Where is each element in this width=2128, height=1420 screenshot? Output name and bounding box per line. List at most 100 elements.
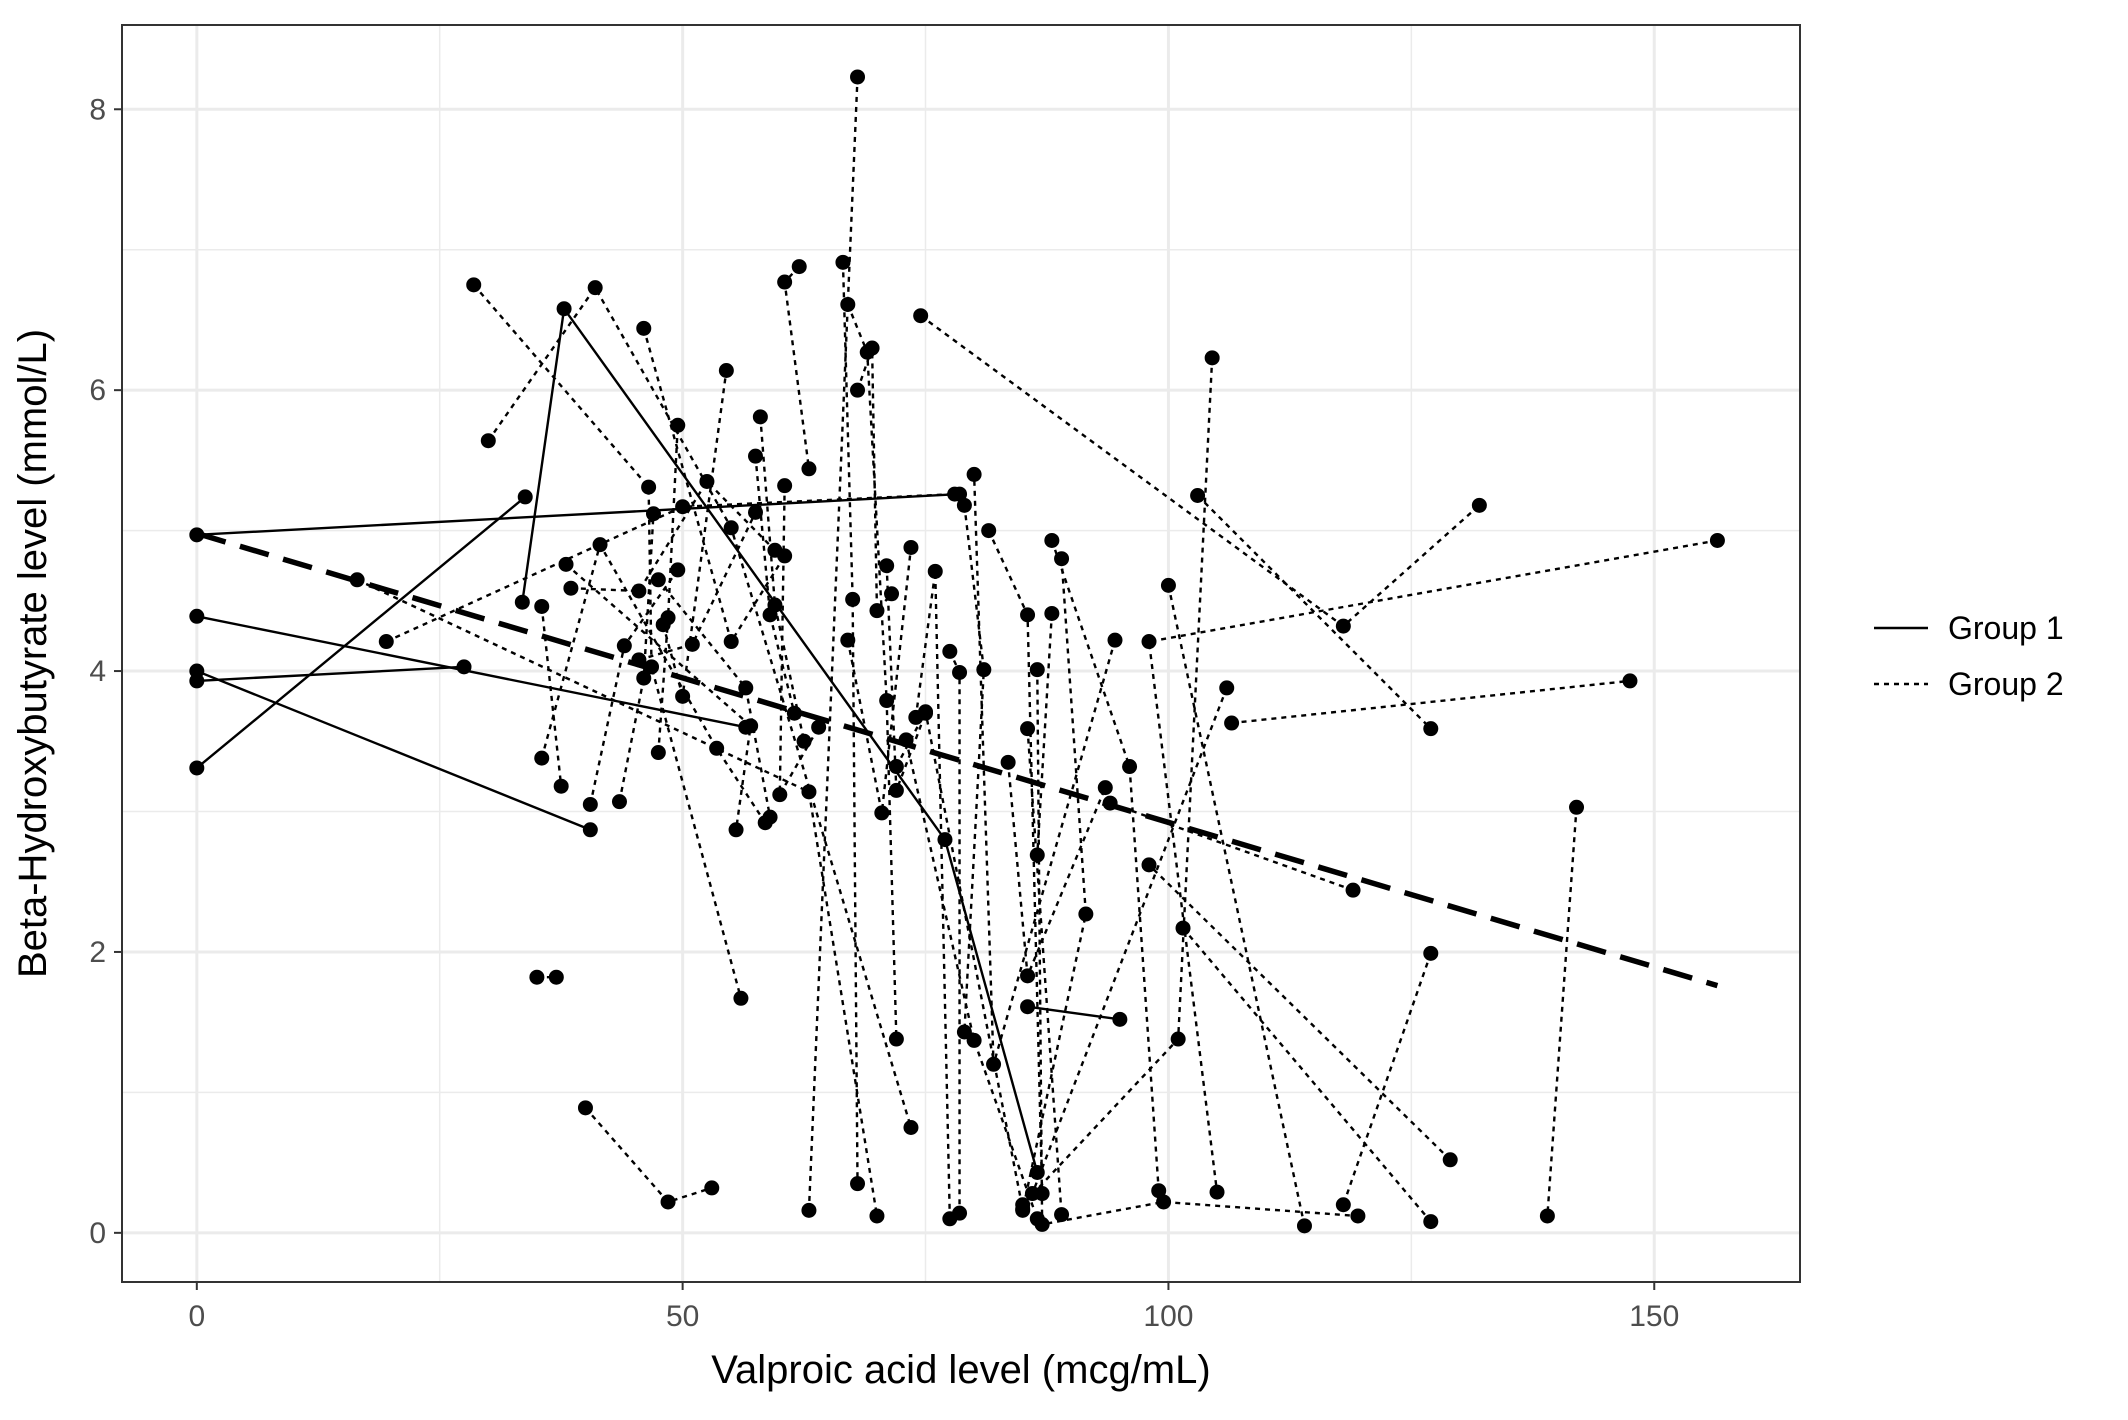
data-point	[869, 1208, 885, 1224]
data-point	[1102, 795, 1118, 811]
y-axis: 0 2 4 6 8	[89, 93, 122, 1250]
data-point	[801, 784, 817, 800]
data-point	[752, 409, 768, 425]
legend-label: Group 2	[1948, 666, 2064, 702]
data-point	[791, 259, 807, 275]
data-point	[1423, 1214, 1439, 1230]
data-point	[699, 473, 715, 489]
series-line	[565, 563, 752, 830]
data-point	[728, 822, 744, 838]
data-point	[1029, 1164, 1045, 1180]
data-point	[1054, 1207, 1070, 1223]
data-point	[1442, 1152, 1458, 1168]
data-point	[879, 558, 895, 574]
data-point	[1044, 605, 1060, 621]
data-point	[1112, 1011, 1128, 1027]
series-line	[1026, 728, 1063, 1215]
data-point	[466, 277, 482, 293]
data-point	[777, 478, 793, 494]
data-point	[777, 548, 793, 564]
series-line	[841, 262, 859, 1184]
data-point	[840, 632, 856, 648]
data-point	[947, 486, 963, 502]
data-point	[1020, 607, 1036, 623]
data-point	[1423, 945, 1439, 961]
data-point	[952, 664, 968, 680]
series-line	[196, 615, 747, 729]
data-point	[1000, 754, 1016, 770]
y-tick-label: 6	[89, 374, 106, 407]
data-point	[772, 787, 788, 803]
data-point	[645, 506, 661, 522]
series-line	[1147, 539, 1718, 1193]
data-point	[723, 634, 739, 650]
data-point	[553, 778, 569, 794]
data-point	[1078, 906, 1094, 922]
data-point	[582, 796, 598, 812]
data-point	[1709, 532, 1725, 548]
series-line	[1027, 1005, 1121, 1021]
data-point	[723, 520, 739, 536]
y-tick-label: 2	[89, 936, 106, 969]
data-point	[845, 591, 861, 607]
data-point	[767, 597, 783, 613]
data-point	[456, 659, 472, 675]
data-point	[786, 705, 802, 721]
x-tick-label: 100	[1143, 1300, 1193, 1333]
data-point	[918, 704, 934, 720]
data-point	[189, 673, 205, 689]
data-point	[1141, 857, 1157, 873]
data-point	[641, 479, 657, 495]
series-line	[1182, 927, 1432, 1223]
data-point	[1054, 551, 1070, 567]
data-point	[704, 1180, 720, 1196]
data-point	[801, 461, 817, 477]
data-point	[480, 433, 496, 449]
data-point	[850, 1176, 866, 1192]
data-point	[903, 1120, 919, 1136]
y-tick-label: 0	[89, 1217, 106, 1250]
data-point	[616, 638, 632, 654]
series-line	[759, 416, 806, 742]
series-line	[196, 495, 526, 769]
data-point	[563, 580, 579, 596]
data-point	[1296, 1218, 1312, 1234]
data-point	[1029, 662, 1045, 678]
series-line	[1050, 540, 1160, 1191]
data-point	[349, 572, 365, 588]
data-points	[189, 69, 1725, 1234]
data-point	[1190, 487, 1206, 503]
data-point	[548, 969, 564, 985]
panel-border	[121, 24, 1801, 1283]
series-line	[1231, 679, 1631, 725]
series-line	[638, 511, 757, 661]
series-line	[521, 305, 1039, 1173]
data-point	[888, 782, 904, 798]
legend: Group 1 Group 2	[1874, 610, 2064, 702]
data-point	[835, 254, 851, 270]
data-point	[1539, 1208, 1555, 1224]
x-tick-label: 0	[188, 1300, 205, 1333]
series-line	[1546, 807, 1578, 1217]
data-point	[1020, 999, 1036, 1015]
data-point	[718, 362, 734, 378]
data-point	[592, 537, 608, 553]
data-point	[1569, 799, 1585, 815]
data-point	[1029, 1211, 1045, 1227]
data-point	[1622, 673, 1638, 689]
data-point	[1151, 1183, 1167, 1199]
series-line	[584, 1107, 713, 1204]
data-point	[879, 693, 895, 709]
data-point	[874, 805, 890, 821]
data-point	[1204, 350, 1220, 366]
data-point	[850, 382, 866, 398]
data-point	[650, 572, 666, 588]
data-point	[1219, 680, 1235, 696]
data-point	[582, 822, 598, 838]
series-line	[196, 669, 591, 831]
data-point	[650, 745, 666, 761]
data-point	[670, 562, 686, 578]
data-point	[1122, 759, 1138, 775]
data-point	[1423, 721, 1439, 737]
series-line	[1196, 494, 1432, 730]
